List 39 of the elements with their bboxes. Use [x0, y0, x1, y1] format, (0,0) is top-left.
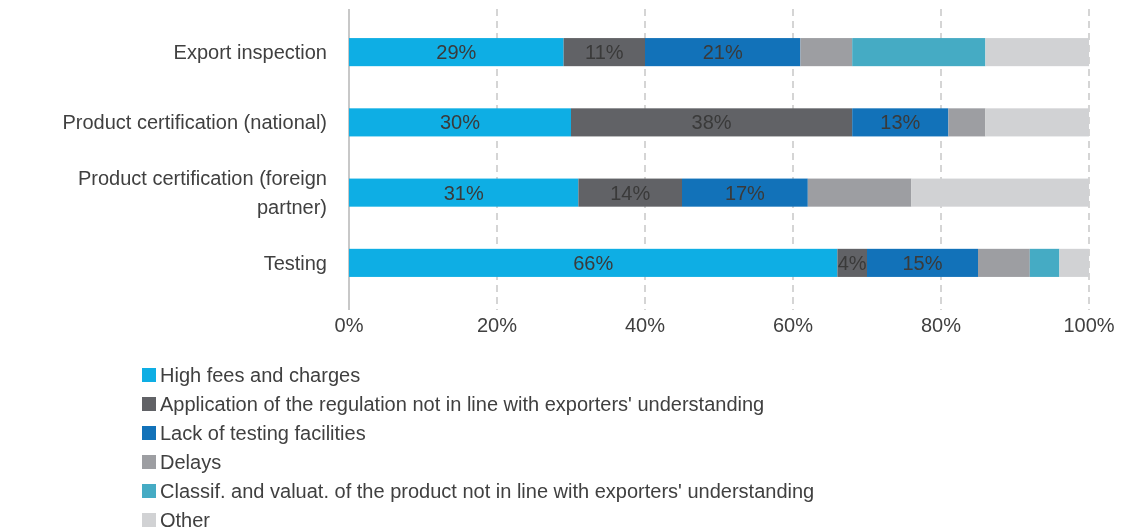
y-tick-label: Product certification (foreign partner)	[77, 167, 327, 219]
bar	[578, 178, 682, 207]
y-tick-label: Product certification (national)	[62, 111, 327, 134]
legend-label: Application of the regulation not in line with exporters' understanding	[160, 393, 765, 415]
x-tick-label: 0%	[334, 314, 364, 336]
bar	[571, 108, 853, 137]
data-label: 66%	[573, 251, 614, 274]
x-tick-label: 100%	[1063, 314, 1115, 336]
data-label: 13%	[880, 111, 921, 134]
y-tick-label: Testing	[263, 251, 327, 274]
bar	[682, 178, 808, 207]
bar	[948, 108, 986, 137]
legend-label: Classif. and valuat. of the product not in line with exporters' understanding	[160, 480, 815, 502]
x-tick-label: 20%	[476, 314, 518, 336]
bar	[978, 248, 1030, 277]
bar	[1029, 248, 1060, 277]
bar	[645, 38, 801, 67]
bar	[807, 178, 912, 207]
data-label: 21%	[702, 41, 743, 64]
bar	[349, 108, 571, 137]
bar	[349, 38, 564, 67]
data-label: 15%	[902, 251, 943, 274]
x-tick-label: 80%	[920, 314, 962, 336]
y-tick-label: Export inspection	[173, 41, 327, 64]
bar	[349, 248, 838, 277]
data-label: 30%	[439, 111, 481, 134]
data-label: 29%	[436, 41, 477, 64]
legend-label: Lack of testing facilities	[160, 422, 366, 444]
legend-label: High fees and charges	[160, 364, 361, 386]
data-label: 17%	[724, 181, 766, 204]
bar	[349, 178, 579, 207]
bar	[800, 38, 853, 67]
x-tick-label: 40%	[624, 314, 666, 336]
legend-label: Delays	[160, 451, 222, 473]
x-tick-label: 60%	[772, 314, 814, 336]
bar	[867, 248, 978, 277]
data-label: 31%	[443, 181, 484, 204]
bar	[852, 38, 986, 67]
legend-label: Other	[160, 509, 211, 531]
